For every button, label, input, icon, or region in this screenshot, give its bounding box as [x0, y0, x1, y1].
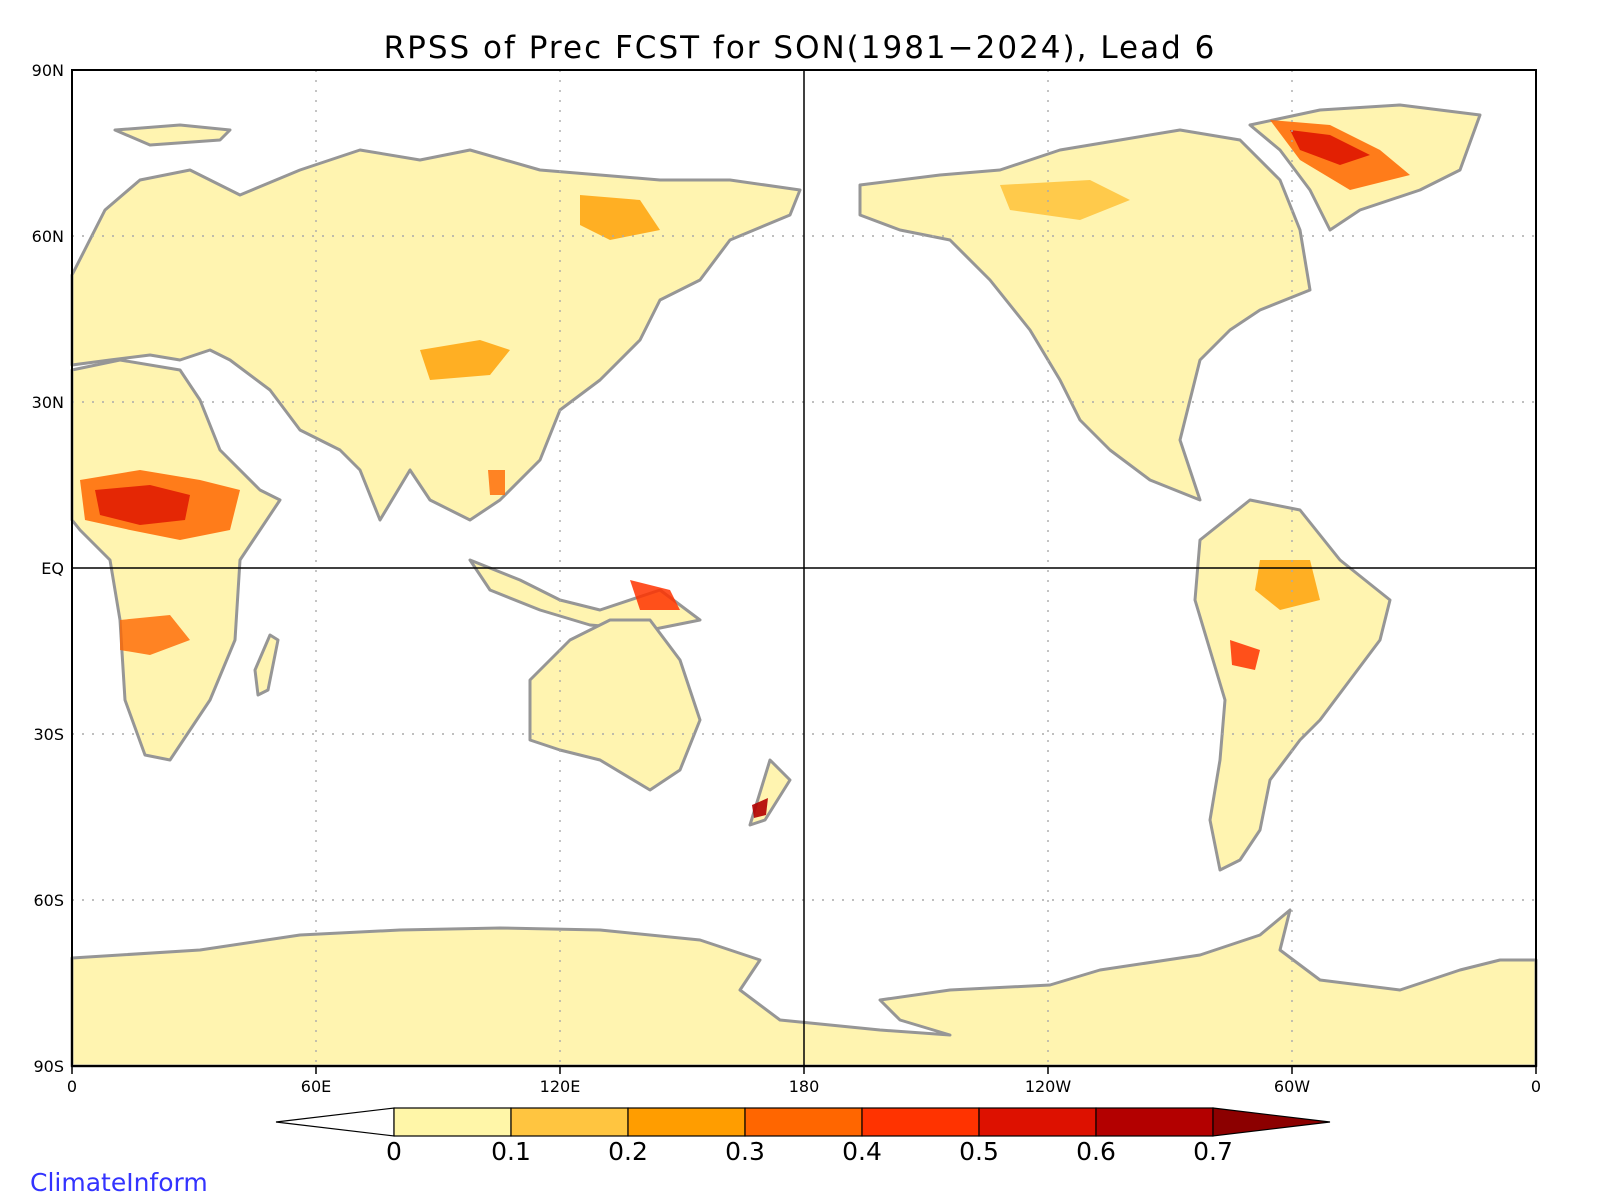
- colorbar-bin-0.4-0.5: [861, 1107, 980, 1137]
- lat-label-eq: EQ: [41, 559, 64, 578]
- lon-label-120e: 120E: [540, 1077, 581, 1096]
- indonesia-landmass: [468, 558, 702, 632]
- colorbar-bin-0.5-0.6: [978, 1107, 1097, 1137]
- lon-label-60w: 60W: [1274, 1077, 1310, 1096]
- colorbar-bin-0.1-0.2: [510, 1107, 629, 1137]
- colorbar-over-triangle: [1212, 1107, 1331, 1137]
- skill-patch-canada: [1000, 180, 1130, 220]
- longitude-ticks: [71, 1066, 1537, 1074]
- colorbar-tick-0.1: 0.1: [491, 1137, 531, 1166]
- lat-label-60n: 60N: [32, 227, 64, 246]
- colorbar-tick-0.2: 0.2: [608, 1137, 648, 1166]
- lon-label-60e: 60E: [301, 1077, 331, 1096]
- arctic-islands: [113, 123, 232, 147]
- colorbar-tick-0.4: 0.4: [842, 1137, 882, 1166]
- longitude-axis: 0 60E 120E 180 120W 60W 0: [67, 1077, 1541, 1096]
- lat-label-90s: 90S: [33, 1057, 64, 1076]
- colorbar: [275, 1107, 1331, 1137]
- latitude-axis: 90N 60N 30N EQ 30S 60S 90S: [32, 61, 64, 1076]
- south-america-landmass: [1193, 498, 1392, 872]
- colorbar-bin-0.3-0.4: [744, 1107, 863, 1137]
- eurasia-landmass: [70, 148, 802, 522]
- colorbar-tick-0.5: 0.5: [959, 1137, 999, 1166]
- skill-patch-southeast-asia: [488, 470, 505, 495]
- colorbar-tick-0.6: 0.6: [1076, 1137, 1116, 1166]
- lon-label-180: 180: [789, 1077, 820, 1096]
- colorbar-bin-0.6-0.7: [1095, 1107, 1214, 1137]
- africa-landmass: [70, 358, 282, 762]
- skill-patch-china: [420, 340, 510, 380]
- lat-label-30s: 30S: [33, 725, 64, 744]
- lat-label-90n: 90N: [32, 61, 64, 80]
- colorbar-bin-0.2-0.3: [627, 1107, 746, 1137]
- australia-landmass: [528, 618, 702, 792]
- colorbar-under-triangle: [275, 1107, 395, 1137]
- madagascar-landmass: [253, 633, 280, 697]
- skill-patch-southern-africa: [120, 615, 190, 655]
- colorbar-tick-0.3: 0.3: [725, 1137, 765, 1166]
- skill-patch-amazon: [1255, 560, 1320, 610]
- skill-patch-new-zealand: [752, 798, 768, 818]
- skill-patch-siberia: [580, 195, 660, 240]
- colorbar-ticks: 0 0.1 0.2 0.3 0.4 0.5 0.6 0.7: [386, 1137, 1233, 1166]
- north-america-landmass: [858, 128, 1312, 502]
- lat-label-30n: 30N: [32, 393, 64, 412]
- lat-label-60s: 60S: [33, 891, 64, 910]
- lon-label-0-right: 0: [1531, 1077, 1541, 1096]
- lon-label-120w: 120W: [1025, 1077, 1072, 1096]
- antarctica-landmass: [70, 908, 1538, 1068]
- map-title: RPSS of Prec FCST for SON(1981−2024), Le…: [384, 30, 1217, 66]
- rpss-skill-layer: [80, 120, 1410, 818]
- skill-patch-sahel-core: [95, 485, 190, 525]
- lon-label-0-left: 0: [67, 1077, 77, 1096]
- colorbar-tick-0.7: 0.7: [1193, 1137, 1233, 1166]
- skill-patch-new-guinea: [630, 580, 680, 610]
- colorbar-tick-0: 0: [386, 1137, 402, 1166]
- skill-patch-greenland-core: [1290, 130, 1370, 165]
- skill-patch-andes: [1230, 640, 1260, 670]
- climateinform-watermark: ClimateInform: [30, 1168, 208, 1197]
- colorbar-bin-0-0.1: [393, 1107, 512, 1137]
